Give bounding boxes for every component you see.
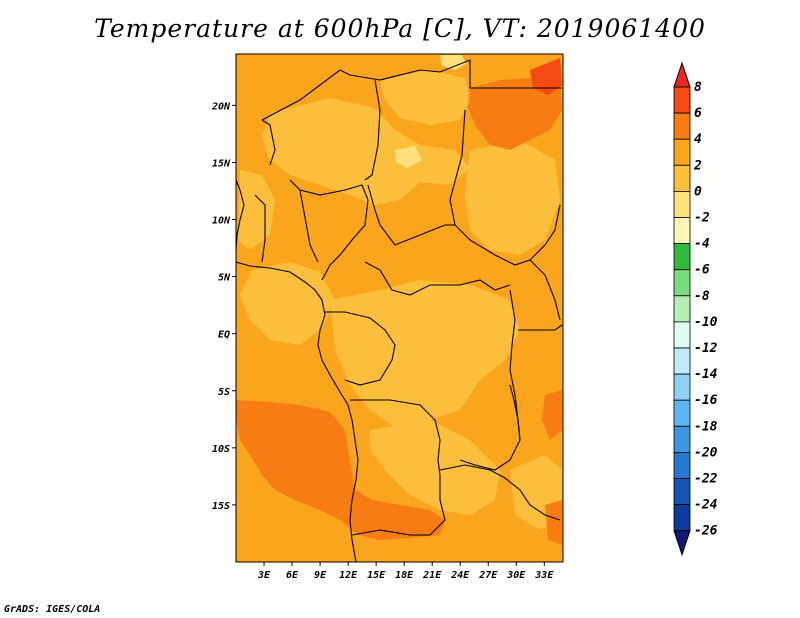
latitude-axis: 20N 15N 10N 5N EQ 5S 10S 15S — [211, 101, 236, 512]
colorbar-swatch — [673, 295, 691, 323]
map-frame — [235, 53, 564, 563]
colorbar-swatch — [673, 504, 691, 532]
lon-tick-label: 12E — [339, 570, 358, 581]
colorbar-swatch — [673, 164, 691, 192]
coolest-spot-north — [440, 55, 466, 70]
lat-tick-label: 10S — [212, 444, 230, 455]
cool-region-sahel — [262, 98, 470, 205]
border-sudan — [449, 109, 561, 266]
lon-tick-label: 21E — [422, 570, 442, 581]
lon-tick-label: 3E — [257, 570, 271, 581]
colorbar-level-label: -18 — [694, 419, 718, 434]
borders-layer — [236, 59, 563, 562]
lat-tick-label: 20N — [211, 101, 231, 112]
lon-tick-label: 33E — [534, 570, 554, 581]
lon-tick-label: 6E — [286, 570, 299, 581]
colorbar-swatch — [673, 347, 691, 375]
colorbar-level-label: -12 — [694, 341, 718, 356]
lat-tick-label: 15S — [212, 501, 230, 512]
warm-region-northeast — [468, 72, 562, 150]
colorbar-swatch — [673, 86, 691, 114]
colorbar-level-label: -2 — [694, 211, 710, 226]
colorbar-level-label: -20 — [694, 445, 718, 460]
lon-tick-label: 18E — [395, 570, 414, 581]
warm-region-southeast-patch — [545, 500, 562, 545]
lon-tick-label: 9E — [314, 570, 327, 581]
longitude-axis: 3E 6E 9E 12E 15E 18E 21E 24E 27E 30E 33E — [257, 562, 554, 581]
colorbar-level-label: -24 — [694, 498, 718, 513]
colorbar-swatch — [673, 269, 691, 297]
colorbar-level-label: -4 — [694, 237, 710, 252]
colorbar-level-label: -22 — [694, 472, 718, 487]
lat-tick-label: EQ — [218, 330, 230, 341]
border-car-drc — [364, 261, 511, 296]
border-angola — [350, 399, 446, 536]
border-sahara — [261, 59, 562, 121]
colorbar-swatch — [673, 399, 691, 427]
colorbar-swatch — [673, 451, 691, 479]
border-kenya-uganda — [529, 259, 561, 321]
border-nigeria-north — [289, 179, 319, 263]
border-congo-gabon — [325, 311, 396, 386]
colorbar-level-label: -8 — [694, 289, 710, 304]
temperature-field — [236, 54, 563, 562]
coastline-gulf-of-guinea — [236, 261, 359, 562]
coolest-spot-sahel — [395, 146, 422, 168]
border-lake-tanganyika — [509, 384, 521, 441]
colorbar-level-label: -6 — [694, 263, 710, 278]
colorbar-level-label: 4 — [694, 132, 702, 147]
colorbar-swatch — [673, 243, 691, 271]
border-nigeria-cameroon — [299, 184, 369, 281]
lat-tick-label: 15N — [212, 158, 231, 169]
border-mali-niger — [261, 119, 276, 166]
cool-region-south — [370, 420, 500, 515]
credit-text: GrADS: IGES/COLA — [4, 604, 101, 615]
border-zambia — [439, 464, 561, 521]
warm-region-southwest — [236, 400, 445, 540]
colorbar-level-label: -16 — [694, 393, 718, 408]
colorbar-level-label: 8 — [694, 80, 702, 95]
colorbar: 8 6 4 2 0 -2 -4 -6 -8 -10 -12 -14 -16 -18 -20 -22 -24 -26 — [673, 61, 718, 557]
colorbar-level-label: 6 — [694, 106, 702, 121]
cool-region-central-north — [380, 70, 470, 125]
lon-tick-label: 24E — [450, 570, 470, 581]
colorbar-swatch — [673, 321, 691, 349]
colorbar-level-label: -26 — [694, 524, 718, 539]
cool-region-congo — [330, 280, 520, 430]
border-niger-chad — [364, 79, 381, 181]
colorbar-swatch — [673, 138, 691, 166]
lon-tick-label: 27E — [478, 570, 498, 581]
lat-tick-label: 10N — [212, 216, 231, 227]
border-west-interior — [254, 194, 266, 263]
lat-tick-label: 5S — [218, 387, 230, 398]
colorbar-swatch — [673, 373, 691, 401]
colorbar-swatch — [673, 478, 691, 506]
cool-region-west-coast — [238, 170, 275, 250]
colorbar-swatch — [673, 425, 691, 453]
colorbar-level-label: -10 — [694, 315, 718, 330]
cool-region-east — [465, 140, 560, 255]
cool-region-gulf — [240, 262, 335, 345]
map-title: Temperature at 600hPa [C], VT: 201906140… — [94, 14, 706, 43]
colorbar-bottom-arrow — [673, 530, 691, 557]
colorbar-level-label: 2 — [693, 158, 702, 173]
border-chad-car — [367, 184, 455, 246]
colorbar-swatch — [673, 217, 691, 245]
lon-tick-label: 15E — [367, 570, 386, 581]
hot-spot-northeast — [530, 58, 562, 95]
border-tanzania — [518, 324, 563, 331]
warm-region-east-coast — [542, 390, 562, 440]
lon-tick-label: 30E — [506, 570, 526, 581]
colorbar-swatch — [673, 190, 691, 218]
colorbar-swatch — [673, 112, 691, 140]
colorbar-level-label: -14 — [694, 367, 718, 382]
colorbar-level-label: 0 — [694, 184, 702, 199]
colorbar-top-arrow — [673, 61, 691, 88]
lat-tick-label: 5N — [218, 273, 231, 284]
coastline-west-africa — [236, 179, 245, 251]
